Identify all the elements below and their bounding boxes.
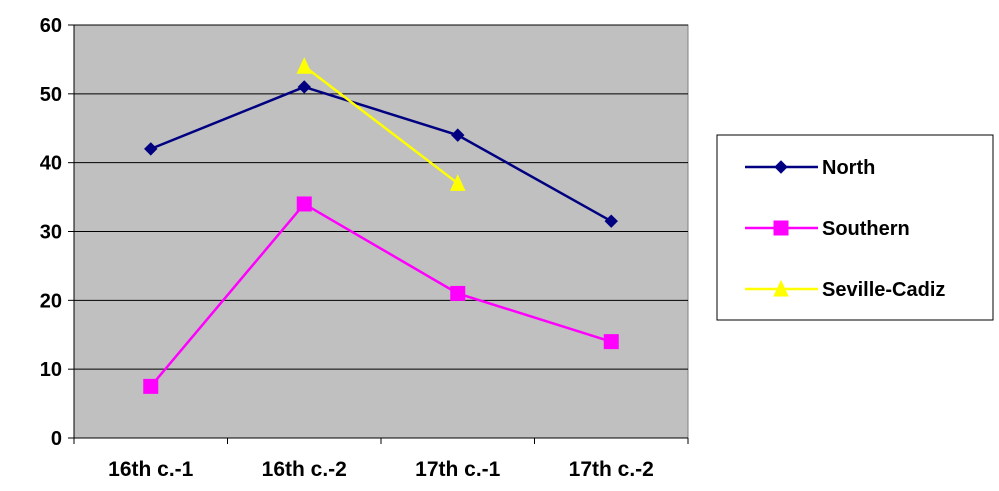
data-point — [143, 378, 159, 394]
legend-item: Southern — [745, 218, 910, 240]
data-point — [297, 80, 311, 94]
series-line — [303, 65, 459, 185]
y-tick-label: 40 — [40, 153, 62, 175]
data-point — [604, 214, 618, 228]
y-tick-labels: 0 10 20 30 40 50 60 — [40, 15, 62, 450]
legend-label: Seville-Cadiz — [822, 279, 945, 301]
data-point — [603, 334, 619, 350]
legend-label: Southern — [822, 218, 910, 240]
series-seville-cadiz — [296, 57, 466, 191]
y-tick-label: 50 — [40, 84, 62, 106]
series-line — [150, 85, 612, 223]
data-point — [296, 196, 312, 212]
series-north — [144, 80, 618, 228]
legend-marker — [773, 220, 789, 236]
x-tick-label: 17th c.-2 — [569, 458, 654, 481]
y-tick-label: 10 — [40, 359, 62, 381]
legend-label: North — [822, 157, 875, 179]
x-tick-label: 17th c.-1 — [415, 458, 501, 481]
data-point — [450, 285, 466, 301]
y-tick-label: 30 — [40, 222, 62, 244]
legend-item: North — [745, 157, 875, 179]
axes — [68, 24, 689, 444]
data-point — [296, 57, 313, 74]
series-line — [149, 202, 612, 388]
series-southern — [143, 196, 619, 394]
legend-item: Seville-Cadiz — [745, 279, 945, 301]
series — [143, 57, 619, 394]
legend-marker — [774, 160, 788, 174]
data-point — [449, 174, 466, 191]
y-tick-label: 60 — [40, 15, 62, 37]
y-tick-label: 0 — [51, 428, 62, 450]
data-point — [144, 142, 158, 156]
legend: North Southern Seville-Cadiz — [716, 134, 994, 321]
x-tick-labels: 16th c.-1 16th c.-2 17th c.-1 17th c.-2 — [108, 458, 654, 481]
gridlines — [74, 24, 688, 370]
y-tick-label: 20 — [40, 290, 62, 312]
legend-marker — [773, 279, 789, 297]
data-point — [451, 128, 465, 142]
x-tick-label: 16th c.-2 — [262, 458, 347, 481]
x-tick-label: 16th c.-1 — [108, 458, 194, 481]
